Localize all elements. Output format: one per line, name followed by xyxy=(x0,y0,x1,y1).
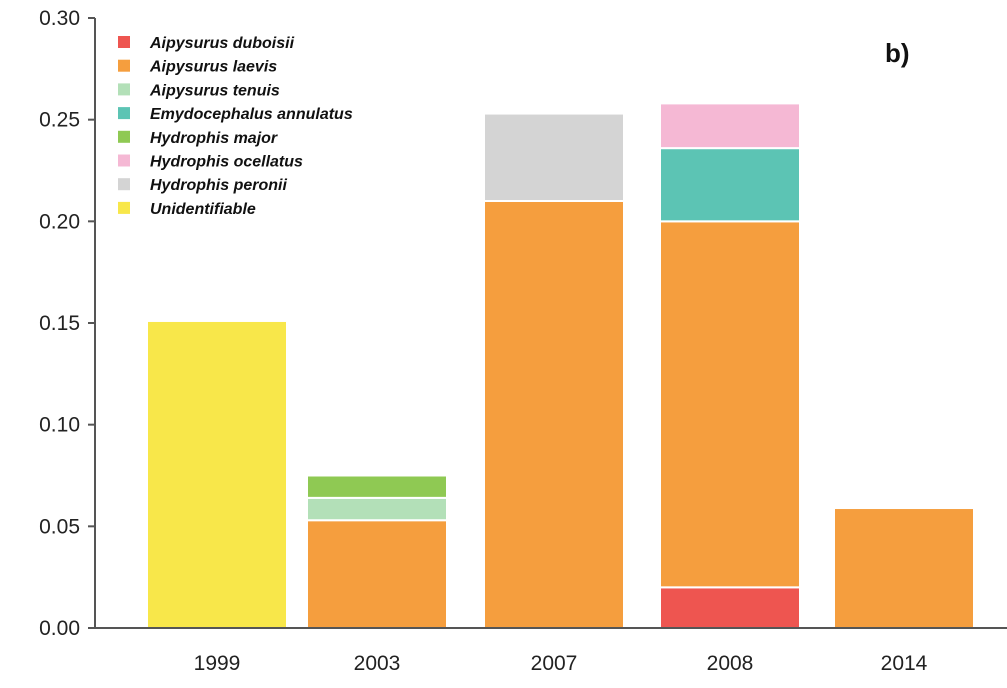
y-tick-label: 0.10 xyxy=(39,414,80,437)
legend-label: Aipysurus tenuis xyxy=(149,82,280,99)
bar-segment-2003-1 xyxy=(306,519,448,630)
y-tick-label: 0.05 xyxy=(39,515,80,538)
x-tick-label: 1999 xyxy=(194,652,241,675)
panel-label: b) xyxy=(885,38,910,68)
legend-swatch xyxy=(118,83,130,96)
y-tick-label: 0.15 xyxy=(39,312,80,335)
bar-segment-2003-4 xyxy=(306,474,448,499)
y-tick-label: 0.00 xyxy=(39,617,80,640)
legend-swatch xyxy=(118,201,130,214)
bars-group xyxy=(146,102,975,630)
y-tick-label: 0.20 xyxy=(39,210,80,233)
panel-label-box: b) xyxy=(850,25,956,81)
legend-swatch xyxy=(118,178,130,191)
x-tick-label: 2014 xyxy=(881,652,928,675)
bar-segment-2003-2 xyxy=(306,496,448,522)
bar-segment-2007-1 xyxy=(483,200,625,629)
legend-swatch xyxy=(118,130,130,143)
legend-label: Aipysurus laevis xyxy=(149,59,277,76)
x-tick-label: 2003 xyxy=(354,652,401,675)
legend-label: Emydocephalus annulatus xyxy=(150,106,353,123)
legend-swatch xyxy=(118,36,130,48)
legend-swatch xyxy=(118,59,130,72)
bar-segment-2008-3 xyxy=(659,147,801,223)
legend-label: Hydrophis major xyxy=(150,130,278,147)
bar-segment-2008-0 xyxy=(659,586,801,629)
legend-swatch xyxy=(118,107,130,120)
x-tick-label: 2007 xyxy=(531,652,578,675)
legend: Aipysurus duboisii Aipysurus laevis Aipysu… xyxy=(118,35,353,218)
bar-segment-2007-6 xyxy=(483,112,625,202)
y-tick-label: 0.30 xyxy=(39,7,80,30)
legend-label: Hydrophis peronii xyxy=(150,177,287,194)
legend-label: Hydrophis ocellatus xyxy=(150,154,303,171)
bar-segment-2008-5 xyxy=(659,102,801,150)
bar-segment-2014-1 xyxy=(833,507,975,629)
y-tick-label: 0.25 xyxy=(39,109,80,132)
legend-label: Aipysurus duboisii xyxy=(149,35,295,52)
axes-group: 0.00 0.05 0.10 0.15 0.20 0.25 0.30 1999 2003 2007… xyxy=(39,7,1007,675)
legend-label: Unidentifiable xyxy=(150,201,256,218)
legend-swatch xyxy=(118,154,130,167)
bar-segment-1999-7 xyxy=(146,319,288,629)
x-tick-label: 2008 xyxy=(707,652,754,675)
bar-segment-2008-1 xyxy=(659,220,801,589)
